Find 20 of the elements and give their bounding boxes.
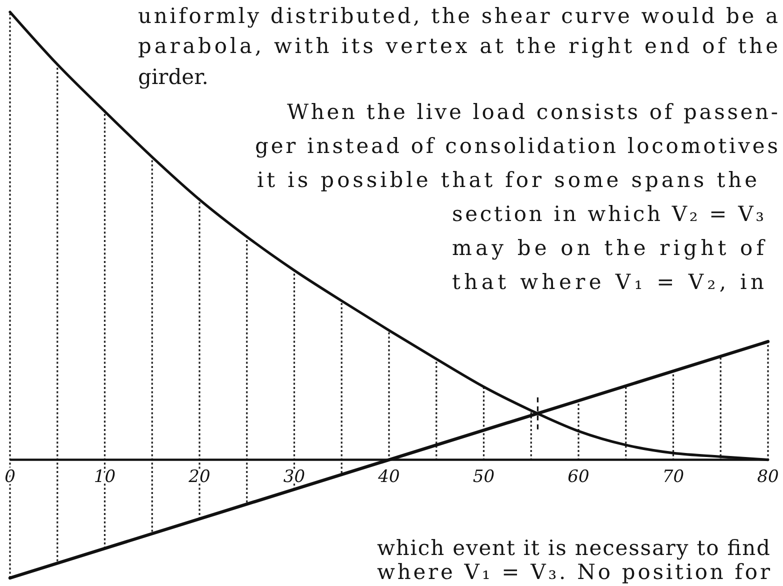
annotation: where V₁ = V₃. No position for	[377, 560, 771, 584]
x-tick-label: 40	[377, 466, 400, 487]
annotation: parabola, with its vertex at the right end of the	[138, 34, 778, 58]
x-tick-label: 0	[4, 466, 16, 487]
x-tick-label: 70	[662, 466, 684, 487]
x-tick-label: 80	[757, 466, 779, 487]
annotation: may be on the right of	[452, 236, 766, 260]
x-tick-label: 60	[568, 466, 590, 487]
annotation: ger instead of consolidation locomotives	[255, 134, 778, 158]
annotation: uniformly distributed, the shear curve would be a	[138, 4, 778, 28]
annotation: that where V₁ = V₂, in	[452, 270, 764, 294]
annotation: section in which V₂ = V₃	[452, 202, 764, 226]
annotation: girder.	[138, 65, 208, 89]
annotation: which event it is necessary to find	[377, 536, 770, 560]
x-tick-label: 30	[283, 466, 306, 487]
annotation: it is possible that for some spans the	[257, 168, 757, 192]
x-tick-label: 20	[188, 466, 210, 487]
x-tick-label: 50	[472, 466, 495, 487]
x-tick-label: 10	[94, 466, 116, 487]
annotation: When the live load consists of passen-	[287, 100, 778, 124]
